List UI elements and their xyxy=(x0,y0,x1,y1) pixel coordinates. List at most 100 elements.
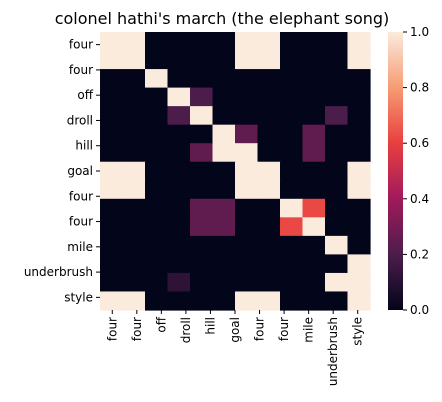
heatmap-cell xyxy=(190,254,214,274)
heatmap-cell xyxy=(212,143,236,163)
heatmap-cell xyxy=(235,32,259,52)
colorbar-tick-label: 1.0 xyxy=(410,25,429,39)
heatmap-cell xyxy=(325,69,349,89)
heatmap-cell xyxy=(190,69,214,89)
heatmap-cell xyxy=(167,69,191,89)
heatmap-cell xyxy=(190,235,214,255)
x-tick-label: mile xyxy=(302,317,316,343)
heatmap-cell xyxy=(257,180,281,200)
heatmap-cell xyxy=(190,291,214,311)
heatmap-cell xyxy=(302,69,326,89)
heatmap-cell xyxy=(280,32,304,52)
heatmap-cell xyxy=(302,161,326,181)
heatmap-cell xyxy=(167,50,191,70)
heatmap-cell xyxy=(302,272,326,293)
heatmap-cell xyxy=(122,143,146,163)
colorbar-tick-label: 0.2 xyxy=(410,247,429,261)
heatmap-cell xyxy=(122,69,146,89)
heatmap-cell xyxy=(347,272,371,293)
heatmap-cell xyxy=(235,143,259,163)
heatmap-cell xyxy=(167,32,191,52)
heatmap-cell xyxy=(280,254,304,274)
heatmap-cell xyxy=(325,235,349,255)
heatmap-cell xyxy=(257,217,281,237)
heatmap-cell xyxy=(212,32,236,52)
heatmap-cell xyxy=(190,124,214,144)
heatmap-cell xyxy=(167,143,191,163)
heatmap-cell xyxy=(212,217,236,237)
heatmap-cell xyxy=(145,69,169,89)
heatmap-cell xyxy=(145,106,169,126)
heatmap-cell xyxy=(280,272,304,293)
heatmap-cell xyxy=(100,217,124,237)
heatmap-cell xyxy=(347,69,371,89)
heatmap-cell xyxy=(302,32,326,52)
y-tick-label: hill xyxy=(75,139,93,153)
heatmap-cell xyxy=(280,124,304,144)
x-tick-label: style xyxy=(351,317,365,346)
heatmap-cell xyxy=(280,50,304,70)
heatmap-cell xyxy=(257,50,281,70)
heatmap-cell xyxy=(280,235,304,255)
heatmap-cell xyxy=(190,161,214,181)
heatmap-cell xyxy=(257,106,281,126)
heatmap-cell xyxy=(347,180,371,200)
heatmap-cell xyxy=(235,50,259,70)
heatmap-cell xyxy=(302,143,326,163)
y-tick-label: goal xyxy=(67,164,93,178)
heatmap-cell xyxy=(145,217,169,237)
heatmap-cell xyxy=(100,124,124,144)
heatmap-cell xyxy=(190,217,214,237)
heatmap-cell xyxy=(302,291,326,311)
heatmap-cell xyxy=(325,32,349,52)
heatmap-cell xyxy=(212,106,236,126)
heatmap-cell xyxy=(212,180,236,200)
heatmap-cell xyxy=(257,254,281,274)
heatmap-cell xyxy=(280,161,304,181)
heatmap-cell xyxy=(235,106,259,126)
colorbar-tick-label: 0.8 xyxy=(410,81,429,95)
y-tick-label: four xyxy=(69,38,93,52)
y-tick-label: style xyxy=(64,290,93,304)
heatmap-cell xyxy=(325,124,349,144)
heatmap-cell xyxy=(100,143,124,163)
heatmap-cell xyxy=(257,124,281,144)
heatmap-cell xyxy=(347,87,371,107)
heatmap-cell xyxy=(190,143,214,163)
colorbar-tick-label: 0.0 xyxy=(410,303,429,317)
heatmap-cell xyxy=(190,32,214,52)
colorbar-ticks: 0.0 0.2 0.4 0.6 0.8 1.0 xyxy=(403,25,429,317)
heatmap-cell xyxy=(347,32,371,52)
heatmap-cell xyxy=(167,291,191,311)
heatmap-cell xyxy=(100,198,124,218)
heatmap-cell xyxy=(100,161,124,181)
heatmap-cell xyxy=(347,106,371,126)
heatmap-cell xyxy=(235,180,259,200)
heatmap-cell xyxy=(280,180,304,200)
y-tick-label: off xyxy=(77,88,93,102)
heatmap-cell xyxy=(280,291,304,311)
heatmap-cell xyxy=(235,87,259,107)
heatmap-cell xyxy=(167,217,191,237)
heatmap-cell xyxy=(325,291,349,311)
heatmap-cell xyxy=(145,32,169,52)
heatmap-cell xyxy=(212,124,236,144)
x-tick-label: four xyxy=(277,317,291,341)
heatmap-cell xyxy=(212,50,236,70)
heatmap-cell xyxy=(145,124,169,144)
heatmap-cell xyxy=(145,235,169,255)
heatmap-cell xyxy=(257,161,281,181)
heatmap-cell xyxy=(212,198,236,218)
heatmap-cell xyxy=(325,87,349,107)
heatmap-cell xyxy=(167,272,191,293)
heatmap-cell xyxy=(190,180,214,200)
heatmap-cell xyxy=(145,87,169,107)
heatmap-cell xyxy=(302,254,326,274)
heatmap-cell xyxy=(347,254,371,274)
y-tick-label: four xyxy=(69,215,93,229)
heatmap-cell xyxy=(100,87,124,107)
heatmap-cell xyxy=(145,291,169,311)
heatmap-cell xyxy=(100,106,124,126)
heatmap-cell xyxy=(302,217,326,237)
